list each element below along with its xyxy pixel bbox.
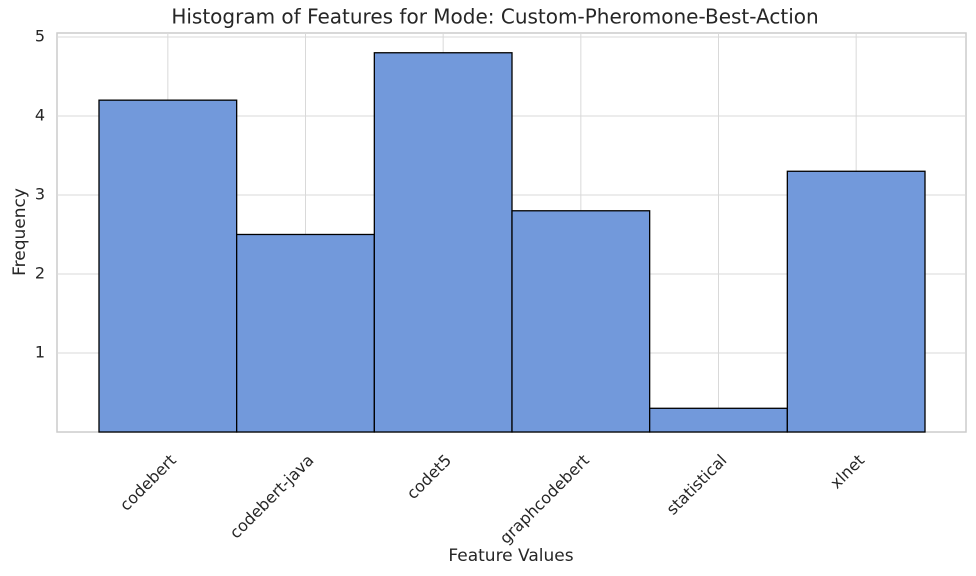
y-tick-label: 1 xyxy=(35,342,45,361)
x-tick-label: xlnet xyxy=(826,451,868,493)
y-tick-label: 5 xyxy=(35,26,45,45)
x-tick-label: statistical xyxy=(662,451,730,519)
y-tick-label: 4 xyxy=(35,105,45,124)
bar xyxy=(511,210,651,433)
bar xyxy=(373,52,513,433)
x-tick-label: codebert xyxy=(116,451,180,515)
x-tick-label: graphcodebert xyxy=(496,451,593,548)
x-tick-label: codebert-java xyxy=(226,451,318,543)
y-axis-label: Frequency xyxy=(10,188,30,276)
bar xyxy=(649,407,788,433)
y-tick-label: 2 xyxy=(35,263,45,282)
chart-title: Histogram of Features for Mode: Custom-P… xyxy=(171,5,818,29)
bar xyxy=(98,99,238,433)
bar xyxy=(236,233,375,433)
x-tick-label: codet5 xyxy=(403,451,455,503)
bar xyxy=(786,170,926,433)
x-axis-label: Feature Values xyxy=(448,546,573,566)
y-tick-label: 3 xyxy=(35,184,45,203)
